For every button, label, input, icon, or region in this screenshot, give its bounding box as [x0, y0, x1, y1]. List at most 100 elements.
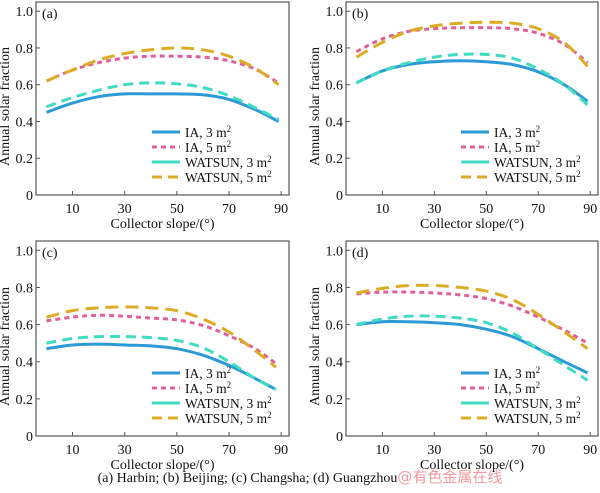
- x-tick-label: 50: [479, 202, 493, 217]
- x-axis-label: Collector slope/(°): [111, 217, 215, 232]
- y-tick-label: 0: [336, 189, 343, 204]
- legend-label-watsun-3-m2: WATSUN, 3 m2: [494, 395, 581, 411]
- legend-label-watsun-3-m2: WATSUN, 3 m2: [185, 395, 272, 411]
- plot-frame: [35, 1, 290, 196]
- y-axis-label: Annual solar fraction: [308, 47, 323, 166]
- y-tick-label: 1.0: [326, 5, 344, 20]
- plot-frame: [345, 240, 599, 437]
- series-line-ia-5-m2: [355, 26, 589, 64]
- plot-frame: [35, 240, 290, 437]
- panel-label: (c): [42, 246, 58, 261]
- y-tick-label: 0.4: [326, 115, 344, 130]
- panel-label: (d): [352, 246, 369, 261]
- y-tick-label: 0.6: [326, 79, 344, 94]
- y-tick-label: 0.2: [16, 152, 34, 167]
- y-tick-label: 0.4: [326, 356, 344, 371]
- legend-label-ia-3-m2: IA, 3 m2: [494, 365, 540, 381]
- legend-label-ia-5-m2: IA, 5 m2: [185, 139, 231, 155]
- panel-guangzhou: 0 0.2 0.4 0.6 0.8 1.0 10 30 50 70 90 Collector slop…: [308, 240, 599, 473]
- x-tick-label: 90: [274, 202, 288, 217]
- legend-label-watsun-3-m2: WATSUN, 3 m2: [185, 154, 272, 170]
- x-tick-label: 10: [375, 443, 389, 458]
- legend-label-watsun-5-m2: WATSUN, 5 m2: [494, 169, 581, 185]
- series-line-ia-5-m2: [45, 54, 280, 85]
- series-line-watsun-3-m2: [356, 314, 589, 382]
- caption-text: (a) Harbin; (b) Beijing; (c) Changsha; (…: [97, 471, 398, 486]
- x-tick-label: 70: [222, 202, 236, 217]
- y-axis-label: Annual solar fraction: [308, 287, 323, 406]
- series-line-watsun-5-m2: [356, 283, 589, 350]
- x-tick-label: 10: [66, 202, 80, 217]
- series-line-watsun-3-m2: [45, 81, 280, 121]
- x-tick-label: 90: [274, 443, 288, 458]
- x-tick-label: 30: [427, 443, 441, 458]
- watermark: @有色金属在线: [397, 468, 503, 486]
- legend-label-ia-5-m2: IA, 5 m2: [494, 139, 540, 155]
- series-line-watsun-5-m2: [46, 305, 277, 369]
- x-tick-label: 90: [583, 443, 597, 458]
- y-tick-label: 0.8: [16, 281, 34, 296]
- series-line-ia-3-m2: [356, 320, 589, 375]
- legend-label-watsun-5-m2: WATSUN, 5 m2: [494, 410, 581, 426]
- series-line-ia-3-m2: [45, 92, 280, 123]
- legend-label-ia-5-m2: IA, 5 m2: [185, 380, 231, 396]
- legend-label-ia-3-m2: IA, 3 m2: [185, 365, 231, 381]
- y-tick-label: 0.8: [16, 42, 34, 57]
- y-tick-label: 1.0: [16, 5, 34, 20]
- y-axis-label: Annual solar fraction: [0, 47, 13, 166]
- legend-label-watsun-5-m2: WATSUN, 5 m2: [185, 410, 272, 426]
- x-tick-label: 90: [583, 202, 597, 217]
- y-tick-label: 0.6: [16, 79, 34, 94]
- x-tick-label: 30: [118, 443, 132, 458]
- x-tick-label: 50: [170, 202, 184, 217]
- y-tick-label: 0.2: [326, 393, 344, 408]
- y-tick-label: 0.2: [326, 152, 344, 167]
- y-tick-label: 1.0: [326, 244, 344, 259]
- series-line-ia-3-m2: [355, 59, 589, 103]
- panel-changsha: 0 0.2 0.4 0.6 0.8 1.0 10 30 50 70 90 Collector slop…: [0, 240, 290, 473]
- x-tick-label: 30: [427, 202, 441, 217]
- legend-label-watsun-5-m2: WATSUN, 5 m2: [185, 169, 272, 185]
- x-tick-label: 70: [222, 443, 236, 458]
- figure-caption: (a) Harbin; (b) Beijing; (c) Changsha; (…: [0, 466, 600, 487]
- plot-frame: [345, 1, 599, 196]
- panel-beijing: 0 0.2 0.4 0.6 0.8 1.0 10 30 50 70 90 Collector slop…: [308, 1, 599, 232]
- y-axis-label: Annual solar fraction: [0, 287, 13, 406]
- panel-label: (a): [42, 7, 58, 22]
- series-line-ia-3-m2: [46, 342, 277, 391]
- legend-label-watsun-3-m2: WATSUN, 3 m2: [494, 154, 581, 170]
- y-tick-label: 0.6: [16, 319, 34, 334]
- legend-label-ia-5-m2: IA, 5 m2: [494, 380, 540, 396]
- x-tick-label: 50: [479, 443, 493, 458]
- series-line-watsun-3-m2: [355, 52, 589, 107]
- x-tick-label: 10: [66, 443, 80, 458]
- x-axis-label: Collector slope/(°): [420, 458, 524, 473]
- x-axis-label: Collector slope/(°): [111, 458, 215, 473]
- panel-label: (b): [352, 7, 369, 22]
- y-tick-label: 0.8: [326, 281, 344, 296]
- y-tick-label: 0.8: [326, 42, 344, 57]
- series-line-watsun-5-m2: [45, 46, 280, 86]
- x-tick-label: 30: [118, 202, 132, 217]
- y-tick-label: 0.6: [326, 319, 344, 334]
- panel-harbin: 0 0.2 0.4 0.6 0.8 1.0 10 30 50 70 90 Collector slop…: [0, 1, 290, 232]
- series-line-watsun-3-m2: [46, 334, 277, 391]
- y-tick-label: 0.4: [16, 356, 34, 371]
- x-tick-label: 70: [531, 443, 545, 458]
- y-tick-label: 0: [26, 430, 33, 445]
- x-tick-label: 50: [170, 443, 184, 458]
- y-tick-label: 0: [336, 430, 343, 445]
- y-tick-label: 0.4: [16, 115, 34, 130]
- y-tick-label: 0.2: [16, 393, 34, 408]
- y-tick-label: 0: [26, 189, 33, 204]
- series-line-watsun-5-m2: [355, 20, 589, 68]
- x-tick-label: 10: [375, 202, 389, 217]
- x-axis-label: Collector slope/(°): [420, 217, 524, 232]
- y-tick-label: 1.0: [16, 244, 34, 259]
- x-tick-label: 70: [531, 202, 545, 217]
